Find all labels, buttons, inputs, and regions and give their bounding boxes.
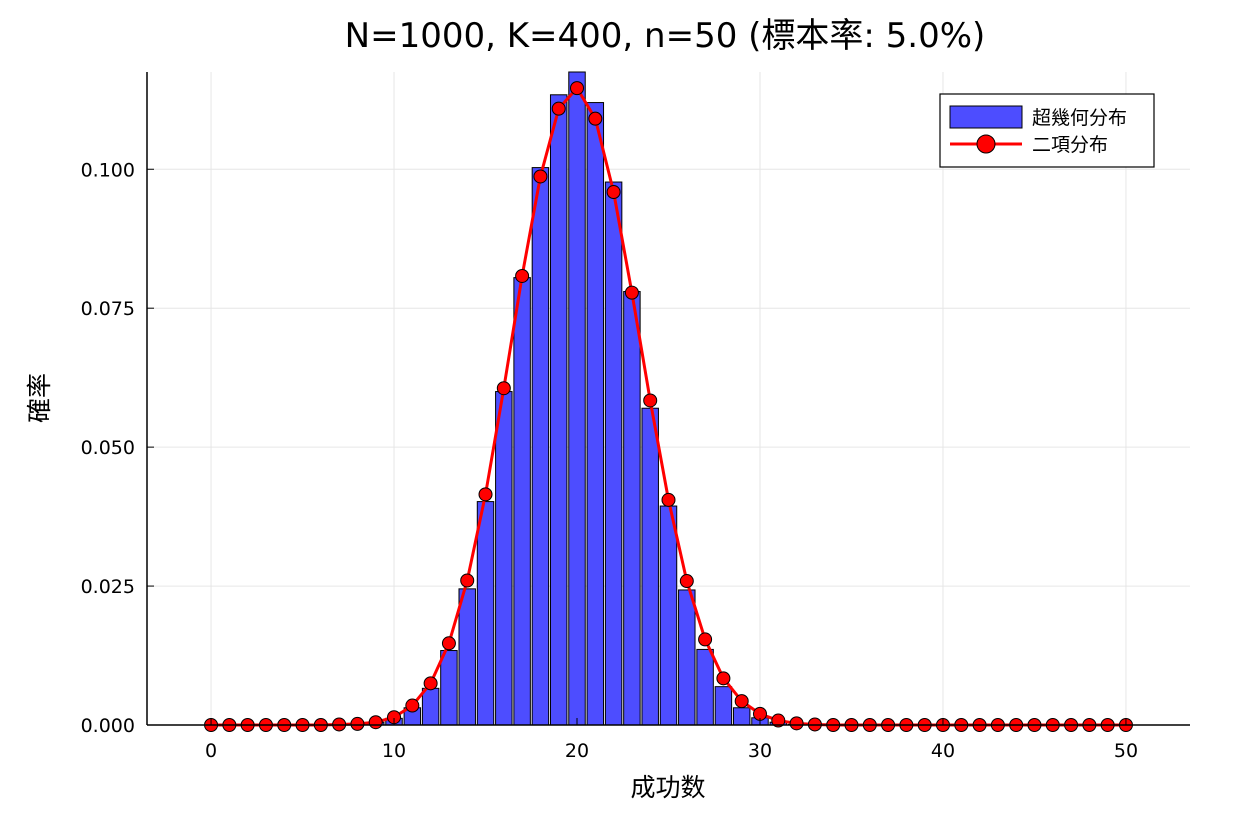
data-point — [588, 111, 603, 126]
data-point — [570, 81, 585, 96]
x-tick-label: 0 — [205, 740, 217, 762]
bar — [604, 181, 623, 726]
data-point — [460, 573, 475, 588]
x-axis-title: 成功数 — [630, 773, 705, 802]
data-point — [624, 285, 639, 300]
bar — [659, 505, 678, 726]
legend-bar-swatch — [949, 105, 1023, 129]
legend-marker-swatch — [976, 134, 996, 154]
bar — [440, 650, 458, 726]
bar — [568, 71, 586, 726]
data-point — [368, 715, 383, 730]
data-point — [405, 698, 420, 713]
data-point — [716, 671, 731, 686]
x-tick-label: 10 — [382, 740, 406, 762]
y-tick-label: 0.025 — [81, 576, 135, 598]
bar — [678, 589, 696, 726]
bar — [549, 94, 568, 726]
bar — [714, 686, 733, 726]
legend-label-binomial: 二項分布 — [1032, 134, 1108, 156]
data-point — [533, 169, 548, 184]
tick-labels: 0 10 20 30 40 50 0.000 0.025 0.050 0.075 0.100 — [81, 159, 1138, 762]
bar — [623, 291, 641, 726]
y-tick-label: 0.100 — [81, 159, 135, 181]
data-point — [478, 487, 493, 502]
bar-series — [330, 71, 806, 726]
legend: 超幾何分布 二項分布 — [939, 93, 1155, 168]
data-point — [643, 393, 658, 408]
data-point — [496, 381, 511, 396]
data-point — [679, 574, 694, 589]
chart-title: N=1000, K=400, n=50 (標本率: 5.0%) — [345, 16, 986, 56]
bar — [641, 407, 659, 726]
data-point — [698, 632, 713, 647]
y-axis-title: 確率 — [25, 373, 54, 423]
bar — [476, 501, 495, 726]
legend-label-hypergeometric: 超幾何分布 — [1032, 107, 1127, 129]
data-point — [606, 185, 621, 200]
data-point — [515, 268, 530, 283]
x-tick-label: 30 — [748, 740, 772, 762]
axes — [146, 72, 1190, 726]
data-point — [771, 713, 786, 728]
legend-box — [939, 93, 1155, 168]
data-point — [789, 716, 804, 731]
bar — [696, 648, 714, 726]
x-tick-label: 50 — [1114, 740, 1138, 762]
bar — [586, 102, 605, 726]
y-tick-label: 0.000 — [81, 715, 135, 737]
x-tick-label: 40 — [931, 740, 955, 762]
bar — [458, 588, 476, 726]
data-point — [441, 636, 456, 651]
bar — [495, 391, 513, 726]
bar — [421, 687, 440, 726]
x-tick-label: 20 — [565, 740, 589, 762]
bar — [732, 707, 751, 726]
y-tick-label: 0.050 — [81, 437, 135, 459]
bar — [513, 277, 531, 726]
y-tick-label: 0.075 — [81, 298, 135, 320]
data-point — [734, 694, 749, 709]
data-point — [551, 101, 566, 116]
data-point — [661, 492, 676, 507]
data-point — [350, 716, 365, 731]
data-point — [423, 676, 438, 691]
bar — [531, 167, 550, 726]
